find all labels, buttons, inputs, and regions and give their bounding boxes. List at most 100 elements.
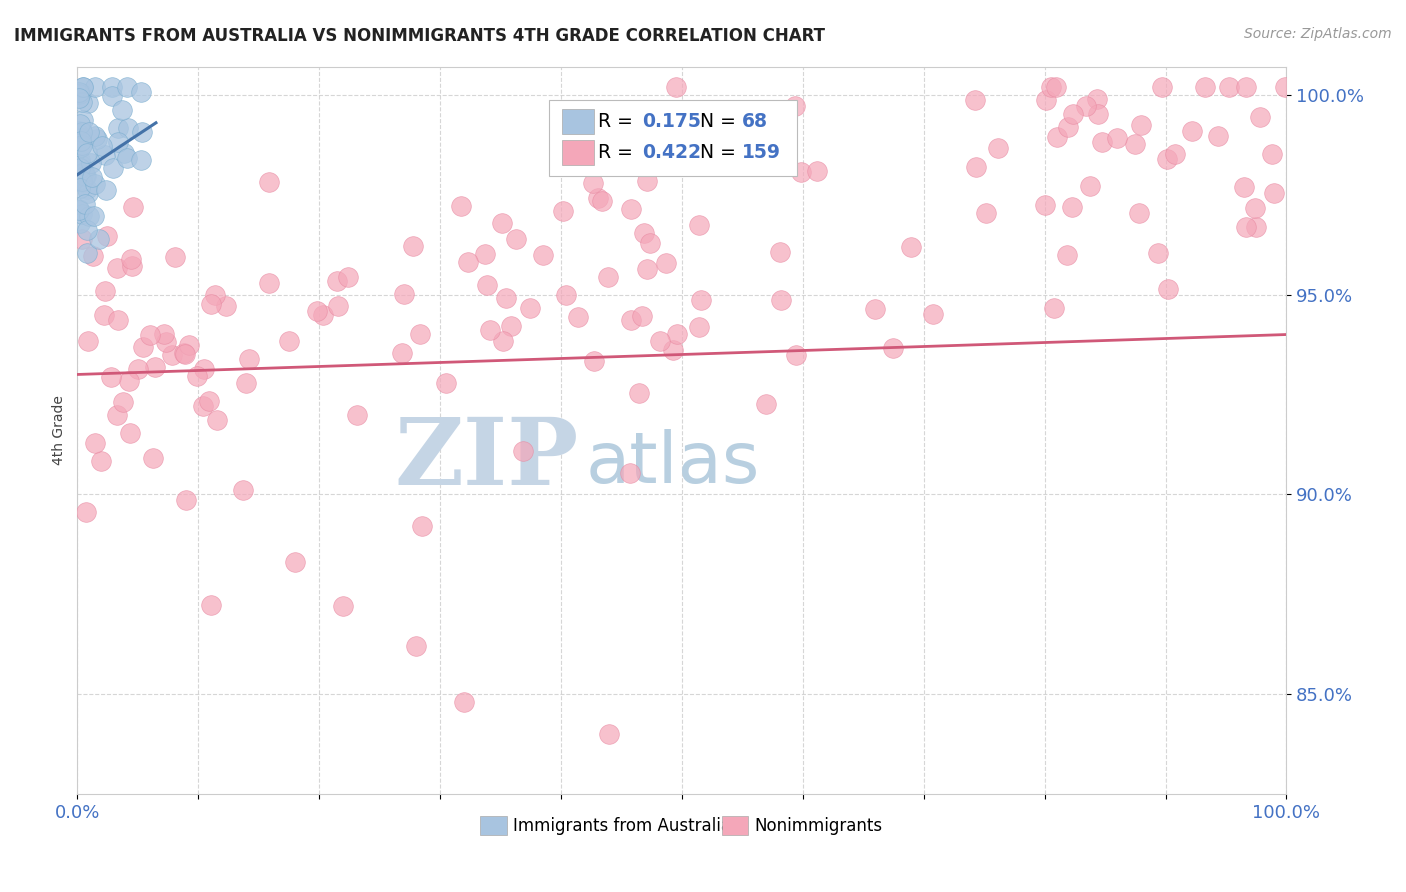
Text: 68: 68: [742, 112, 768, 131]
Point: [499, 318, 522, 333]
Point: [519, 301, 541, 316]
Point: [479, 323, 502, 337]
Point: [332, 599, 354, 614]
Point: [769, 293, 792, 308]
Point: [105, 260, 128, 275]
Point: [69, 117, 91, 131]
FancyBboxPatch shape: [548, 100, 797, 176]
Point: [127, 362, 149, 376]
Point: [70, 232, 93, 246]
Point: [588, 191, 610, 205]
Point: [70, 173, 93, 187]
Point: [337, 270, 360, 285]
Point: [555, 287, 578, 301]
Point: [1164, 146, 1187, 161]
Point: [76, 223, 98, 237]
Point: [96, 183, 118, 197]
Point: [474, 247, 496, 261]
Point: [70, 95, 93, 109]
Point: [69, 161, 91, 175]
Point: [191, 399, 214, 413]
Point: [132, 340, 155, 354]
Point: [688, 319, 710, 334]
Point: [112, 145, 135, 160]
Point: [72, 79, 94, 94]
Point: [284, 555, 307, 569]
Point: [160, 348, 183, 362]
Point: [391, 346, 413, 360]
Point: [620, 202, 643, 217]
Point: [783, 99, 806, 113]
Point: [200, 598, 222, 612]
Point: [67, 202, 90, 216]
Point: [69, 216, 91, 230]
Point: [1181, 124, 1204, 138]
Point: [1218, 79, 1240, 94]
Point: [1040, 79, 1063, 94]
Point: [72, 166, 94, 180]
Point: [328, 299, 350, 313]
Point: [453, 695, 475, 709]
Point: [312, 309, 335, 323]
Point: [475, 277, 498, 292]
Point: [75, 169, 97, 184]
Point: [1194, 79, 1216, 94]
Point: [1130, 118, 1153, 132]
Point: [631, 310, 654, 324]
Point: [112, 395, 135, 409]
Point: [94, 148, 117, 162]
Text: Immigrants from Australia: Immigrants from Australia: [513, 817, 731, 835]
Point: [75, 169, 97, 184]
Point: [107, 121, 129, 136]
Point: [96, 228, 118, 243]
Point: [806, 164, 828, 178]
Point: [67, 124, 90, 138]
Point: [179, 338, 201, 352]
Point: [83, 177, 105, 191]
Point: [120, 252, 142, 266]
Point: [1156, 282, 1178, 296]
Point: [107, 408, 129, 422]
Point: [1123, 136, 1146, 151]
Point: [87, 232, 110, 246]
Point: [101, 161, 124, 175]
Text: 0.422: 0.422: [643, 144, 702, 162]
Point: [1105, 131, 1128, 145]
Point: [790, 165, 813, 179]
Point: [1045, 79, 1067, 94]
Point: [665, 79, 688, 94]
Point: [1263, 186, 1285, 200]
Point: [155, 334, 177, 349]
Point: [152, 327, 174, 342]
Point: [72, 175, 94, 189]
Point: [69, 158, 91, 172]
Text: Source: ZipAtlas.com: Source: ZipAtlas.com: [1244, 27, 1392, 41]
Point: [67, 90, 90, 104]
Point: [512, 443, 534, 458]
Point: [163, 250, 186, 264]
Point: [139, 328, 162, 343]
Text: 159: 159: [742, 144, 782, 162]
Point: [70, 175, 93, 189]
Point: [69, 131, 91, 145]
Point: [408, 326, 430, 341]
Point: [785, 348, 807, 362]
Point: [76, 182, 98, 196]
Point: [142, 450, 165, 465]
Point: [974, 206, 997, 220]
Point: [551, 204, 574, 219]
Point: [402, 238, 425, 252]
Point: [596, 270, 619, 285]
Point: [107, 135, 129, 149]
Point: [93, 308, 115, 322]
Point: [101, 88, 124, 103]
Point: [675, 158, 697, 172]
Point: [582, 176, 605, 190]
Point: [1045, 129, 1067, 144]
Point: [83, 209, 105, 223]
Point: [67, 86, 90, 100]
Text: atlas: atlas: [585, 428, 759, 498]
Point: [1087, 107, 1109, 121]
Point: [69, 140, 91, 154]
Point: [658, 145, 681, 159]
